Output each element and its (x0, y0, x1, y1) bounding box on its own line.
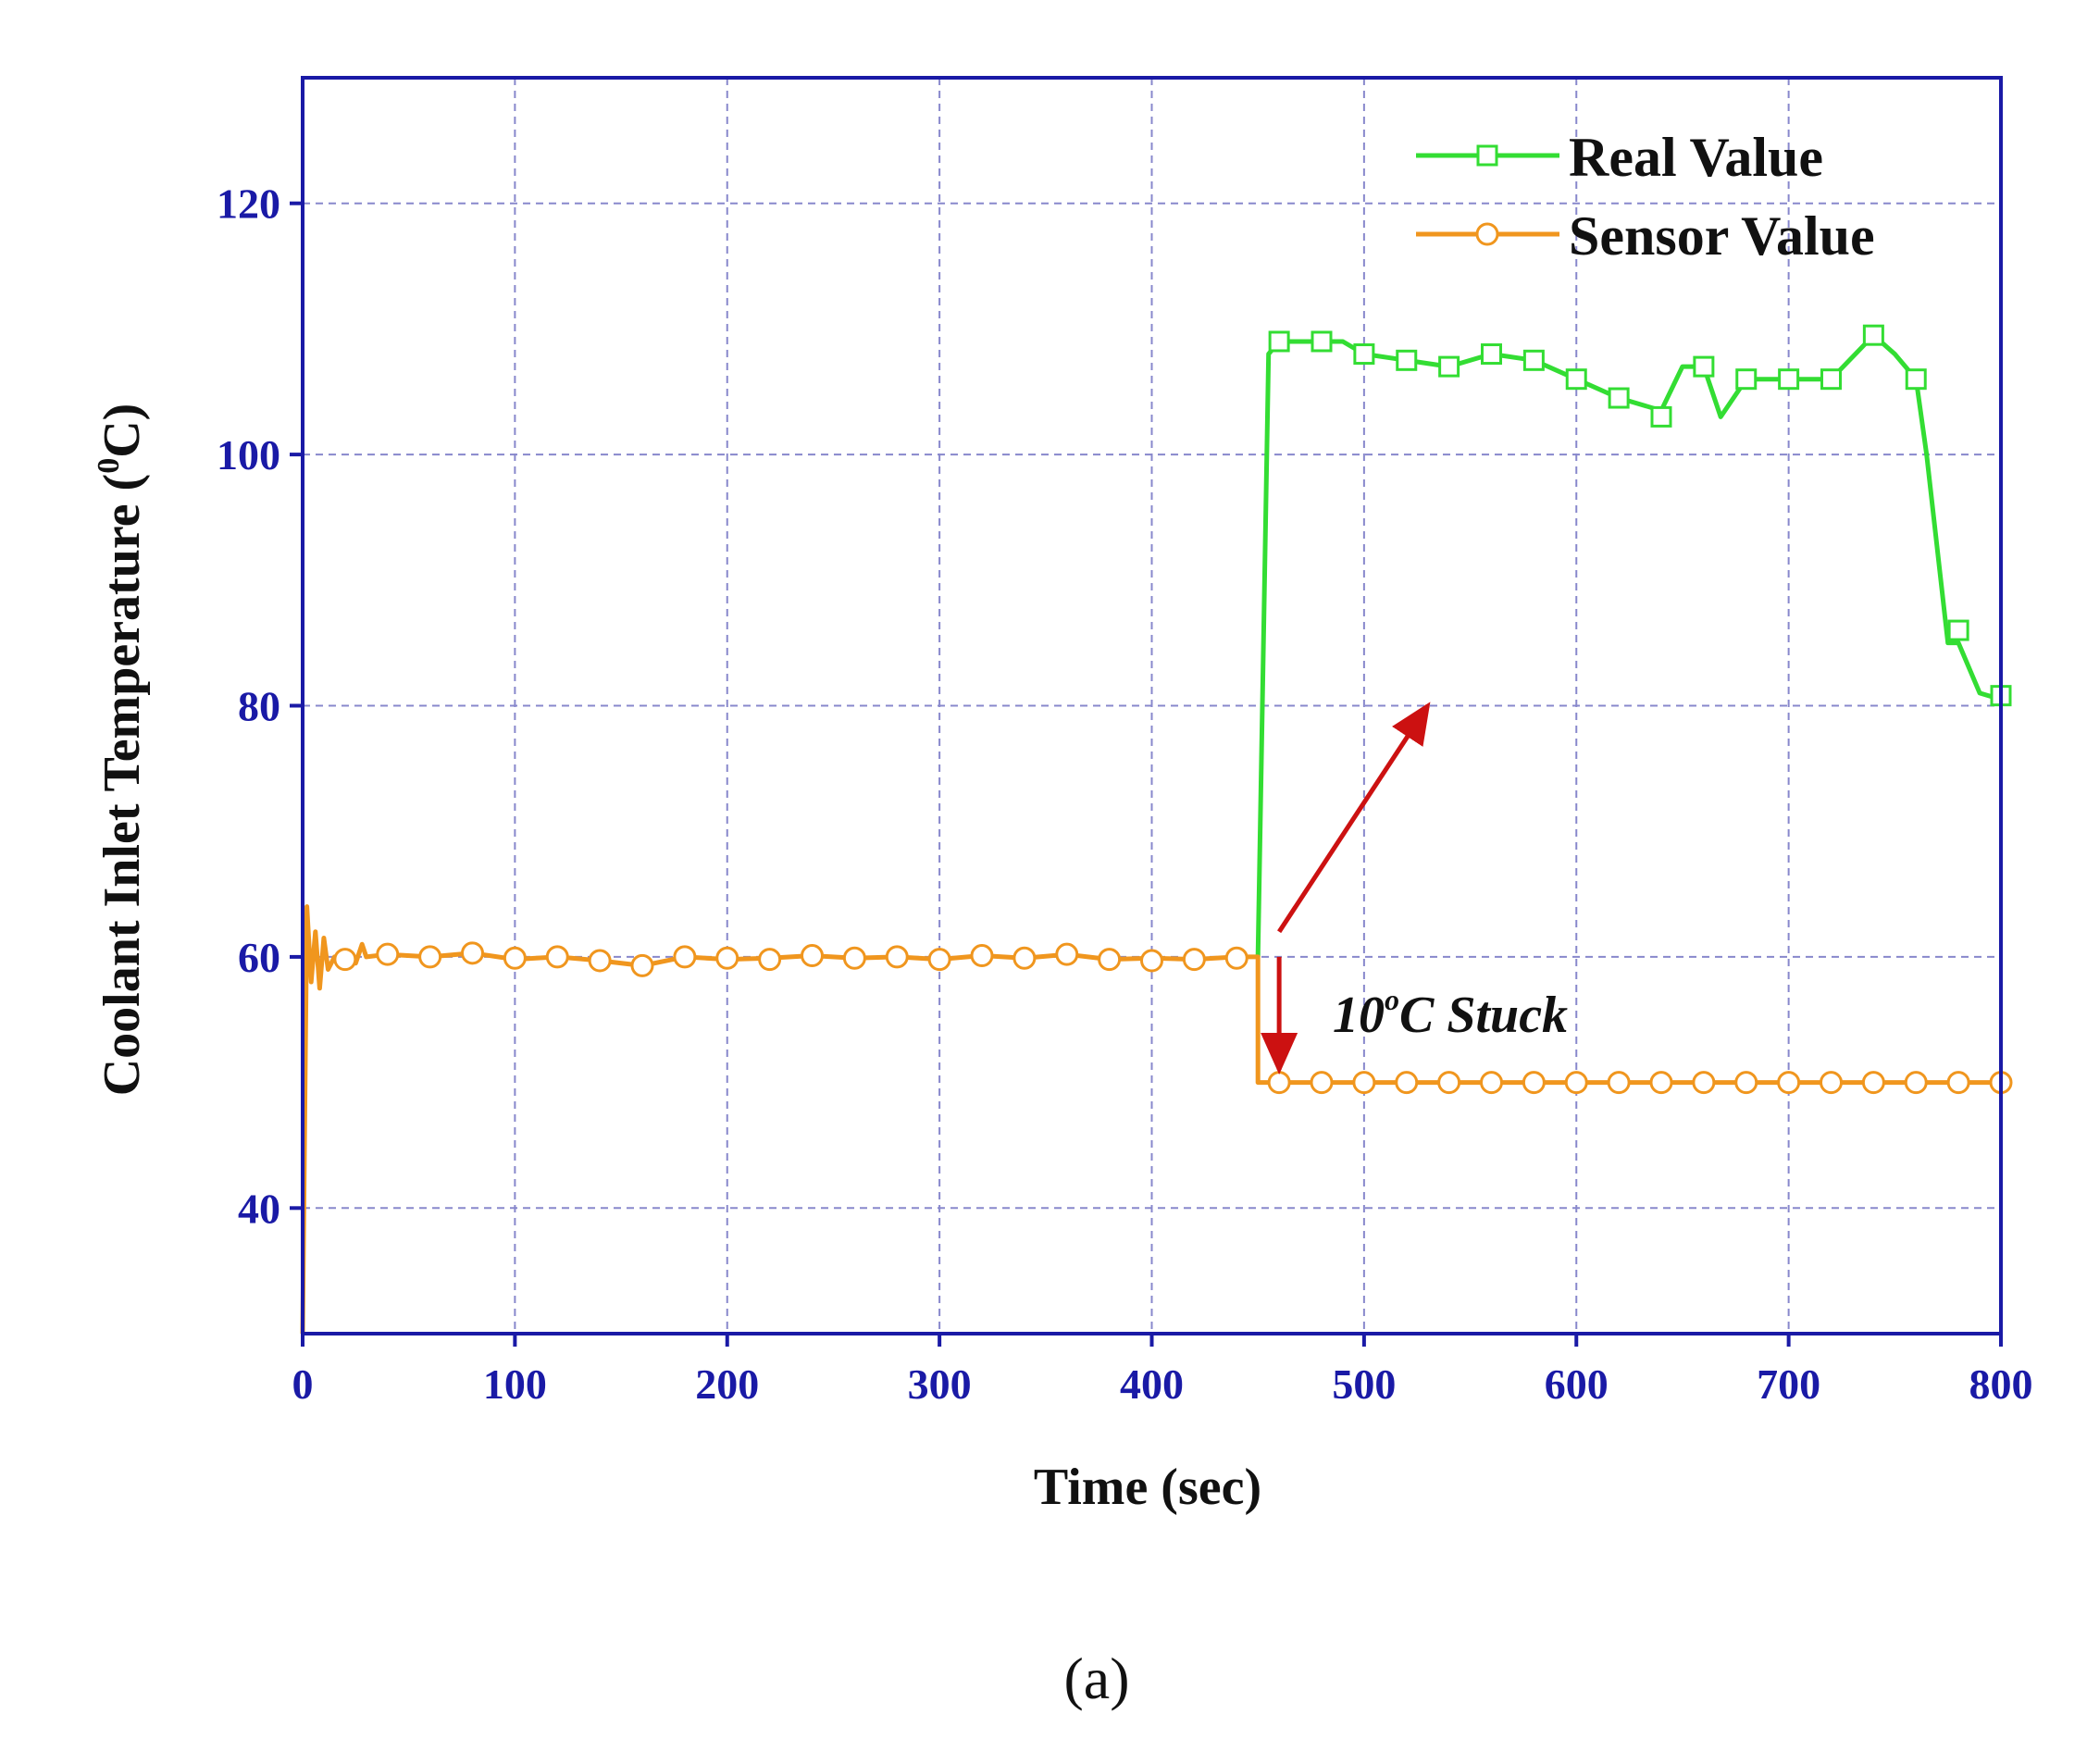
real-value-marker (1862, 324, 1884, 346)
sensor-value-marker (1395, 1071, 1419, 1095)
annotation-layer (1261, 702, 1431, 1075)
sensor-value-marker (1777, 1071, 1801, 1095)
series-line-real (1255, 332, 2002, 957)
sensor-value-marker (1310, 1071, 1334, 1095)
sensor-value-marker (885, 945, 909, 969)
real-value-marker (1565, 368, 1587, 391)
real-value-marker (1522, 349, 1545, 371)
sensor-value-marker (970, 944, 994, 968)
real-value-marker (1481, 343, 1502, 366)
x-tick-label: 200 (695, 1360, 759, 1408)
y-axis-title-sup: 0 (92, 458, 126, 474)
y-tick-label: 120 (217, 180, 280, 228)
y-tick-label: 60 (238, 934, 280, 981)
real-value-marker (1438, 355, 1460, 378)
series-layer (300, 324, 2013, 1335)
sensor-value-marker (333, 948, 357, 972)
x-tick-label: 400 (1120, 1360, 1184, 1408)
sensor-value-marker (1861, 1071, 1885, 1095)
sensor-value-marker (1904, 1071, 1928, 1095)
x-tick-label: 600 (1545, 1360, 1609, 1408)
sensor-value-marker (1522, 1071, 1546, 1095)
sensor-value-marker (1480, 1071, 1503, 1095)
sensor-value-marker (1352, 1071, 1376, 1095)
y-tick-labels: 40 60 80 100 120 (217, 180, 280, 1233)
y-tick-label: 40 (238, 1185, 280, 1232)
sensor-value-marker (503, 946, 527, 970)
x-tick-label: 500 (1332, 1360, 1396, 1408)
x-tick-labels: 0 100 200 300 400 500 600 700 800 (292, 1360, 2033, 1408)
sensor-value-marker (461, 941, 484, 965)
legend: Real Value Sensor Value (1416, 127, 1875, 267)
x-axis-title: Time (sec) (1034, 1459, 1261, 1516)
real-value-marker (1693, 355, 1715, 378)
sensor-value-marker (1055, 942, 1079, 966)
legend-marker-sensor (1475, 222, 1499, 246)
sensor-value-marker (376, 942, 400, 966)
sensor-value-marker (758, 948, 782, 972)
x-tick-label: 300 (908, 1360, 972, 1408)
real-value-marker (1396, 349, 1418, 371)
y-tick-label: 100 (217, 431, 280, 478)
real-value-marker (1608, 387, 1630, 409)
y-axis-title: Coolant Inlet Temperature (0C) (92, 404, 151, 1097)
y-axis-title-end: C) (93, 404, 151, 458)
stuck-annotation-sup: o (1385, 983, 1399, 1016)
y-tick-label: 80 (238, 683, 280, 730)
real-value-marker (1820, 368, 1842, 391)
sensor-value-marker (1224, 946, 1248, 970)
legend-label-sensor: Sensor Value (1569, 205, 1875, 267)
legend-marker-real (1476, 144, 1498, 167)
x-tick-label: 700 (1757, 1360, 1820, 1408)
real-value-marker (1905, 368, 1927, 391)
real-value-marker (1735, 368, 1758, 391)
sensor-value-marker (1607, 1071, 1631, 1095)
x-tick-label: 0 (292, 1360, 314, 1408)
panel-label: (a) (1063, 1646, 1129, 1711)
stuck-annotation-post: C Stuck (1399, 987, 1568, 1044)
sensor-value-marker (1437, 1071, 1461, 1095)
sensor-value-marker (1098, 948, 1122, 972)
sensor-value-marker (1734, 1071, 1758, 1095)
sensor-value-marker (1820, 1071, 1843, 1095)
sensor-value-marker (545, 945, 569, 969)
x-tick-label: 100 (483, 1360, 547, 1408)
real-value-marker (1947, 619, 1969, 641)
sensor-value-marker (1649, 1071, 1673, 1095)
sensor-value-marker (1692, 1071, 1716, 1095)
real-value-marker (1268, 330, 1290, 353)
stuck-annotation-pre: 10 (1333, 987, 1385, 1044)
sensor-value-marker (842, 946, 866, 970)
sensor-value-marker (418, 945, 442, 969)
sensor-value-marker (1182, 948, 1206, 972)
arrow-up (1277, 702, 1431, 934)
sensor-value-marker (715, 946, 739, 970)
tick-marks (290, 201, 2003, 1347)
sensor-value-marker (630, 953, 654, 977)
sensor-value-marker (588, 949, 612, 973)
x-tick-label: 800 (1969, 1360, 2033, 1408)
sensor-value-marker (673, 945, 697, 969)
y-axis-title-main: Coolant Inlet Temperature ( (93, 474, 151, 1097)
real-value-marker (1778, 368, 1800, 391)
legend-label-real: Real Value (1569, 127, 1823, 188)
real-value-marker (1353, 343, 1375, 366)
real-value-marker (1650, 405, 1672, 428)
sensor-value-marker (1140, 949, 1163, 973)
sensor-value-marker (1946, 1071, 1970, 1095)
sensor-value-marker (801, 944, 824, 968)
real-value-marker (1311, 330, 1333, 353)
sensor-value-marker (927, 948, 951, 972)
sensor-value-marker (1564, 1071, 1588, 1095)
sensor-value-marker (1267, 1071, 1291, 1095)
sensor-value-marker (1012, 946, 1037, 970)
stuck-annotation: 10oC Stuck (1333, 983, 1568, 1044)
